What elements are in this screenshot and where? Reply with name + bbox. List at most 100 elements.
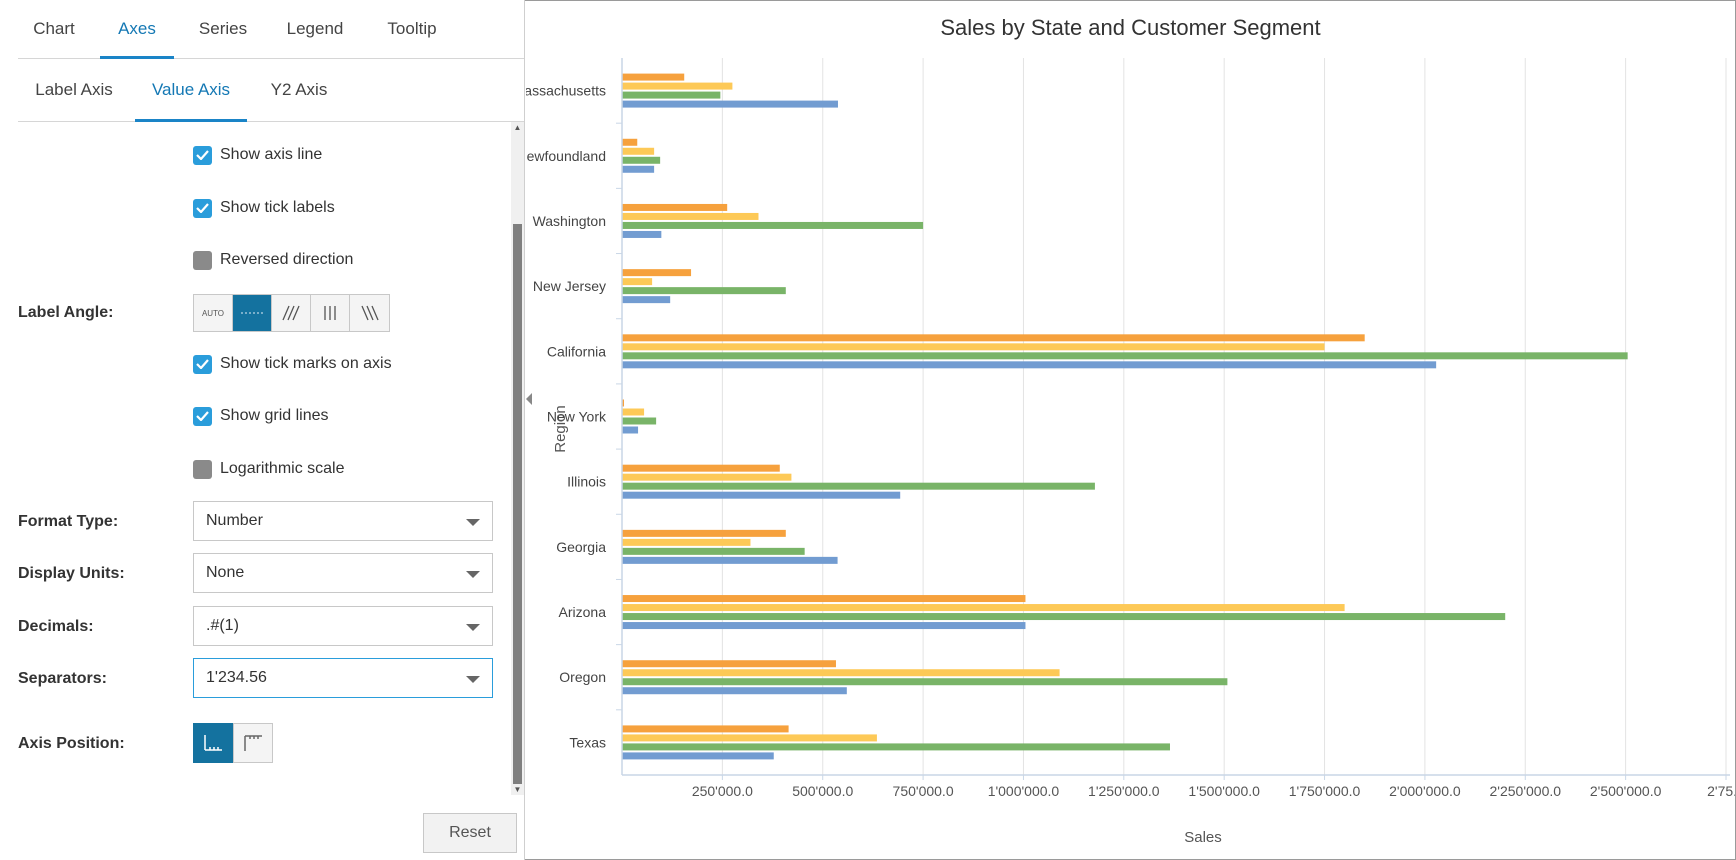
format-type-label: Format Type:: [18, 513, 119, 530]
bar-arizona-2: [622, 613, 1506, 621]
show-grid-lines-checkbox[interactable]: Show grid lines: [193, 405, 329, 427]
tab-axes[interactable]: Axes: [100, 0, 174, 59]
value-tick-label: 250'000.0: [692, 783, 753, 799]
show-tick-marks-checkbox[interactable]: Show tick marks on axis: [193, 353, 392, 375]
bar-california-3: [622, 361, 1437, 369]
separators-select[interactable]: 1'234.56: [193, 658, 493, 698]
value-tick-label: 2'500'000.0: [1590, 783, 1662, 799]
bar-texas-0: [622, 725, 789, 733]
decimals-select[interactable]: .#(1): [193, 606, 493, 646]
axis-tabs: Label Axis Value Axis Y2 Axis: [18, 59, 524, 122]
axis-position-bottom-button[interactable]: [193, 723, 233, 763]
reversed-direction-checkbox[interactable]: Reversed direction: [193, 249, 353, 271]
checkbox-checked-icon: [193, 406, 212, 426]
vertical-lines-icon: [324, 306, 336, 320]
bar-newfoundland-0: [622, 138, 638, 146]
checkbox-unchecked-icon: [193, 250, 212, 270]
angle-vertical-button[interactable]: [311, 295, 350, 331]
diagonal-down-icon: [360, 305, 379, 321]
horizontal-dash-icon: [241, 312, 263, 314]
show-axis-line-checkbox[interactable]: Show axis line: [193, 144, 322, 166]
bar-washington-3: [622, 230, 662, 238]
tab-value-axis[interactable]: Value Axis: [135, 59, 247, 122]
category-label: Illinois: [567, 474, 606, 490]
display-units-value: None: [206, 564, 245, 581]
tab-y2-axis[interactable]: Y2 Axis: [270, 80, 328, 99]
bar-new-york-2: [622, 417, 657, 425]
tab-series[interactable]: Series: [198, 19, 248, 38]
bar-california-2: [622, 352, 1628, 360]
label-angle-buttons: AUTO: [193, 294, 390, 332]
angle-auto-button[interactable]: AUTO: [194, 295, 233, 331]
bar-georgia-3: [622, 556, 838, 564]
chevron-down-icon: [466, 571, 480, 578]
angle-horizontal-button[interactable]: [233, 295, 272, 331]
logarithmic-scale-label: Logarithmic scale: [220, 460, 345, 477]
bar-oregon-2: [622, 678, 1228, 686]
scroll-up-arrow-icon[interactable]: ▲: [513, 123, 522, 132]
category-label: New Jersey: [533, 278, 606, 294]
bar-texas-3: [622, 752, 774, 760]
value-tick-label: 750'000.0: [893, 783, 954, 799]
category-label: New York: [547, 409, 607, 425]
value-tick-label: 2'75...: [1707, 783, 1735, 799]
bar-california-1: [622, 343, 1325, 351]
tab-legend[interactable]: Legend: [286, 19, 344, 38]
y-axis-title: Region: [552, 405, 569, 453]
bar-chart: Massachusetts Newfoundland Washington New J…: [526, 58, 1735, 846]
settings-panel: Chart Axes Series Legend Tooltip Label A…: [0, 0, 525, 860]
bar-oregon-0: [622, 660, 836, 668]
collapse-panel-icon[interactable]: [524, 392, 534, 406]
show-tick-labels-checkbox[interactable]: Show tick labels: [193, 197, 335, 219]
bar-texas-1: [622, 734, 877, 742]
bar-washington-2: [622, 221, 924, 229]
bar-new-york-0: [622, 399, 625, 407]
axis-top-icon: [244, 735, 262, 751]
display-units-select[interactable]: None: [193, 553, 493, 593]
show-axis-line-label: Show axis line: [220, 146, 323, 163]
bar-oregon-3: [622, 687, 847, 695]
chevron-down-icon: [466, 624, 480, 631]
tab-label-axis[interactable]: Label Axis: [35, 80, 113, 99]
bar-newfoundland-1: [622, 147, 655, 155]
bar-oregon-1: [622, 669, 1060, 677]
category-label: California: [547, 343, 606, 359]
value-tick-label: 2'000'000.0: [1389, 783, 1461, 799]
options-scrollbar[interactable]: ▲ ▼: [511, 122, 524, 795]
tab-chart[interactable]: Chart: [33, 19, 75, 38]
bar-massachusetts-3: [622, 100, 838, 108]
bar-massachusetts-2: [622, 91, 721, 99]
axis-position-top-button[interactable]: [233, 723, 273, 763]
main-tabs: Chart Axes Series Legend Tooltip: [18, 0, 524, 59]
bar-texas-2: [622, 743, 1170, 751]
checkbox-unchecked-icon: [193, 459, 212, 479]
checkbox-checked-icon: [193, 354, 212, 374]
angle-diagonal-down-button[interactable]: [350, 295, 389, 331]
angle-diagonal-up-button[interactable]: [272, 295, 311, 331]
bar-arizona-0: [622, 595, 1026, 603]
show-grid-lines-label: Show grid lines: [220, 407, 329, 424]
bar-illinois-2: [622, 482, 1095, 490]
chevron-down-icon: [466, 676, 480, 683]
axis-bottom-icon: [204, 735, 222, 751]
value-tick-label: 1'500'000.0: [1188, 783, 1260, 799]
reset-button[interactable]: Reset: [423, 813, 517, 853]
tab-tooltip[interactable]: Tooltip: [387, 19, 437, 38]
bar-georgia-2: [622, 547, 805, 555]
bar-illinois-3: [622, 491, 901, 499]
format-type-select[interactable]: Number: [193, 501, 493, 541]
category-label: Newfoundland: [526, 148, 606, 164]
scroll-down-arrow-icon[interactable]: ▼: [513, 785, 522, 794]
chart-title: Sales by State and Customer Segment: [940, 15, 1321, 40]
scrollbar-thumb[interactable]: [513, 224, 522, 784]
bar-georgia-1: [622, 538, 751, 546]
logarithmic-scale-checkbox[interactable]: Logarithmic scale: [193, 458, 345, 480]
bar-newfoundland-3: [622, 165, 655, 173]
value-tick-label: 1'750'000.0: [1289, 783, 1361, 799]
bar-illinois-1: [622, 473, 792, 481]
value-tick-label: 1'000'000.0: [988, 783, 1060, 799]
value-tick-label: 1'250'000.0: [1088, 783, 1160, 799]
bar-arizona-1: [622, 604, 1345, 612]
decimals-value: .#(1): [206, 617, 239, 634]
category-label: Georgia: [556, 539, 606, 555]
